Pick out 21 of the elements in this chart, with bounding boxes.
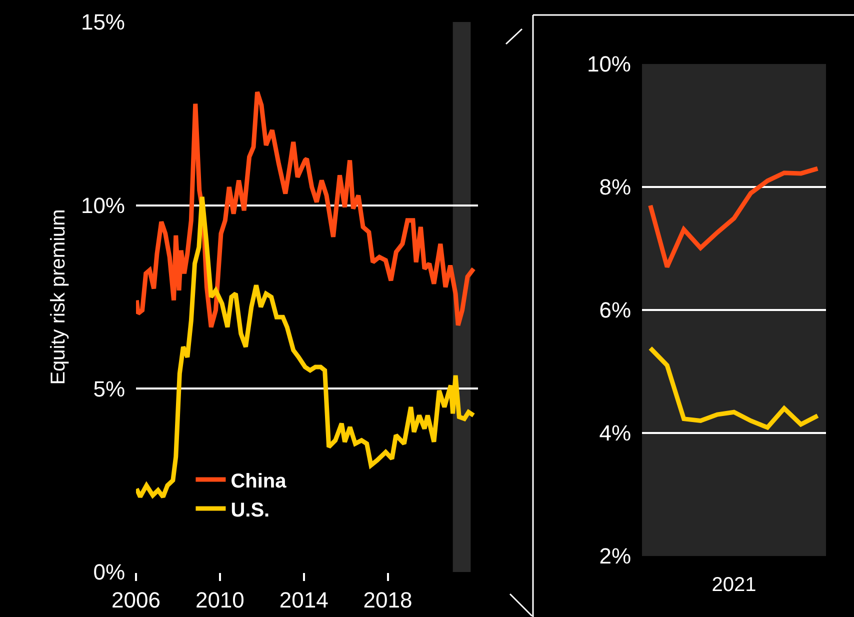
x-tick-label: 2018 <box>363 587 412 612</box>
line-series <box>136 194 476 500</box>
line-series <box>648 346 820 430</box>
x-axis-title: 2021 <box>712 574 756 596</box>
y-tick-label: 15% <box>80 10 125 35</box>
y-tick-label: 0% <box>93 560 125 585</box>
legend-label: China <box>230 470 288 492</box>
legend-label: U.S. <box>230 499 270 522</box>
x-tick-label: 2006 <box>112 587 160 612</box>
x-tick-label: 2010 <box>195 587 244 612</box>
y-tick-label: 6% <box>599 298 631 323</box>
y-tick-label: 10% <box>586 52 631 77</box>
y-tick-label: 10% <box>80 193 125 218</box>
y-tick-label: 5% <box>93 376 125 402</box>
line-series <box>136 90 476 330</box>
x-tick-label: 2014 <box>279 587 328 612</box>
y-tick-label: 8% <box>599 174 631 200</box>
y-tick-label: 4% <box>599 420 631 446</box>
y-tick-label: 2% <box>599 544 631 569</box>
y-axis-title: Equity risk premium <box>47 209 70 385</box>
line-series <box>648 166 820 270</box>
